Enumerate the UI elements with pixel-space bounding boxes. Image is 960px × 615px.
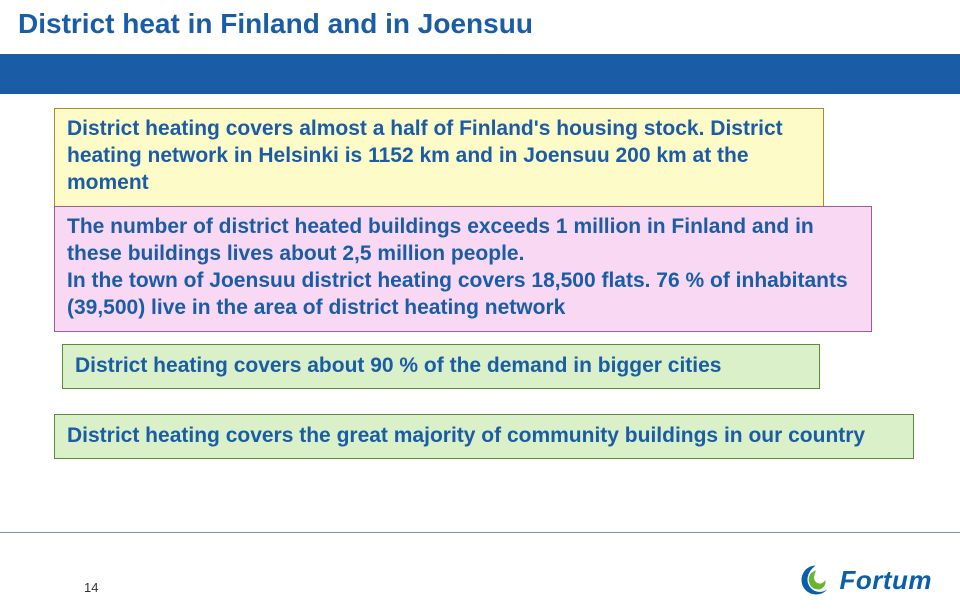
company-logo: Fortum bbox=[799, 563, 932, 597]
info-box-pink: The number of district heated buildings … bbox=[54, 206, 872, 332]
fortum-swirl-icon bbox=[799, 563, 833, 597]
info-box-yellow: District heating covers almost a half of… bbox=[54, 108, 824, 207]
footer-divider bbox=[0, 532, 960, 533]
slide-title: District heat in Finland and in Joensuu bbox=[18, 8, 533, 40]
info-box-green-2: District heating covers the great majori… bbox=[54, 414, 914, 459]
info-box-green-1: District heating covers about 90 % of th… bbox=[62, 344, 820, 389]
slide-root: District heat in Finland and in Joensuu … bbox=[0, 0, 960, 615]
title-underline-strip bbox=[0, 54, 960, 94]
logo-wordmark: Fortum bbox=[839, 565, 932, 596]
page-number: 14 bbox=[84, 580, 98, 595]
